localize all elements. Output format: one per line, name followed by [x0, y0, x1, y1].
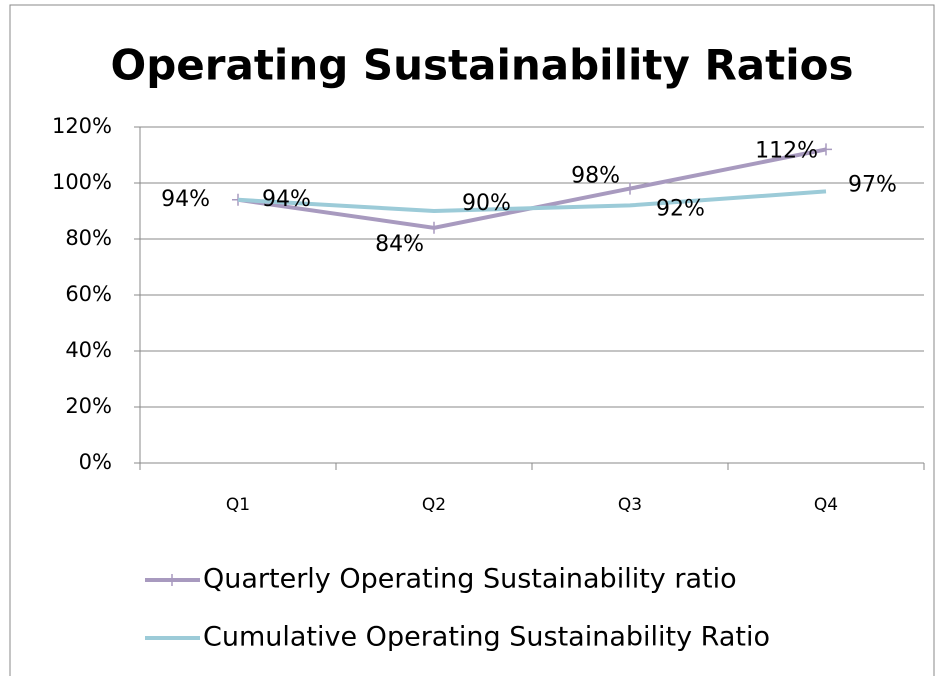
x-tick-label: Q1	[226, 495, 250, 515]
data-label: 94%	[262, 187, 311, 212]
data-label: 112%	[755, 138, 818, 163]
y-tick-label: 20%	[65, 394, 112, 418]
series-line	[237, 189, 827, 214]
x-tick-label: Q2	[422, 495, 446, 515]
legend-label: Cumulative Operating Sustainability Rati…	[203, 622, 770, 653]
data-label: 90%	[462, 191, 511, 216]
y-tick-label: 120%	[52, 114, 112, 138]
point-marker	[624, 182, 636, 195]
x-tick-label: Q4	[814, 495, 838, 515]
x-tick-label: Q3	[618, 495, 642, 515]
data-label: 84%	[375, 232, 424, 257]
data-label: 92%	[656, 196, 705, 221]
legend-marker	[166, 574, 178, 586]
data-label: 98%	[571, 164, 620, 189]
data-label: 97%	[848, 172, 897, 197]
y-tick-label: 100%	[52, 170, 112, 194]
y-tick-label: 80%	[65, 226, 112, 250]
point-marker	[428, 221, 440, 234]
y-tick-label: 60%	[65, 282, 112, 306]
y-tick-label: 40%	[65, 338, 112, 362]
point-marker	[820, 143, 832, 156]
chart-title: Operating Sustainability Ratios	[111, 41, 854, 90]
y-tick-label: 0%	[79, 450, 112, 474]
data-label: 94%	[161, 187, 210, 212]
chart-frame	[9, 4, 935, 676]
legend-label: Quarterly Operating Sustainability ratio	[203, 564, 737, 595]
